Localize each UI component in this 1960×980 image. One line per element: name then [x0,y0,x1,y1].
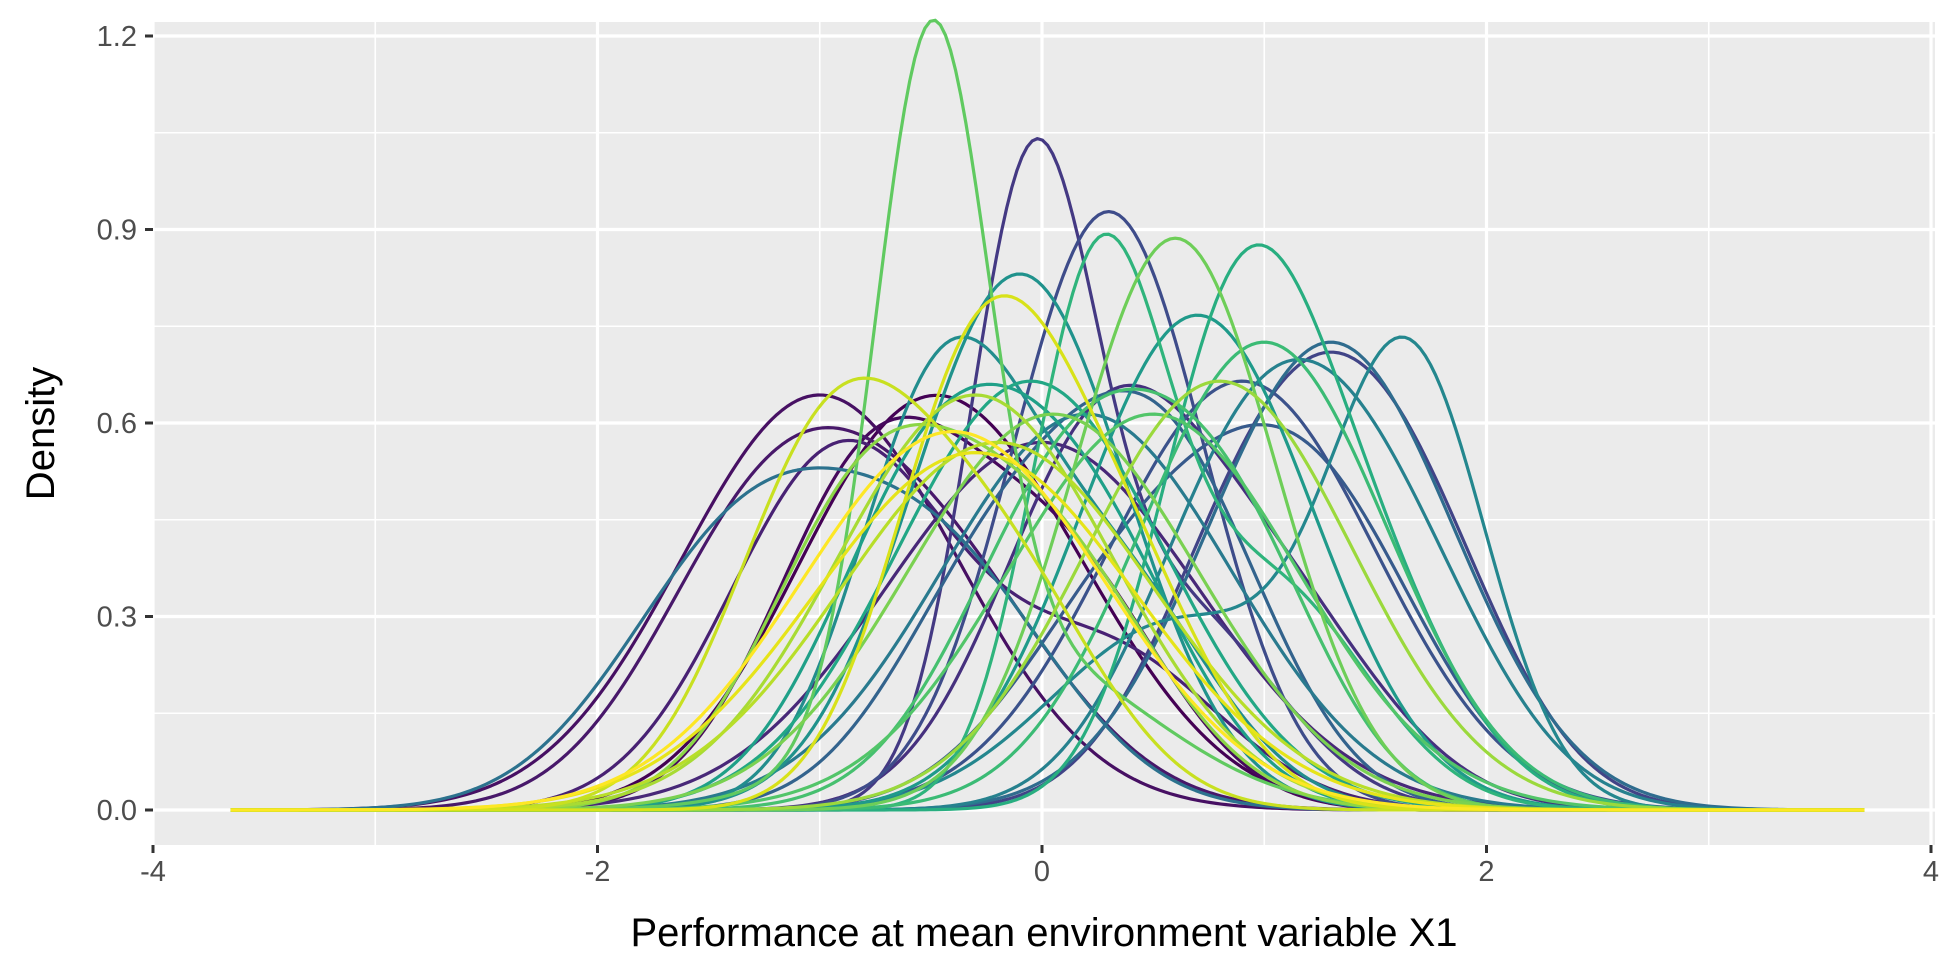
y-tick-label: 1.2 [97,21,137,53]
x-axis-tick-labels: -4 -2 0 2 4 [140,856,1939,888]
x-tick-label: -2 [585,856,611,888]
x-axis-title: Performance at mean environment variable… [630,911,1457,955]
y-tick-label: 0.3 [97,602,137,634]
y-tick-label: 0.6 [97,408,137,440]
y-axis-tick-labels: 0.0 0.3 0.6 0.9 1.2 [97,21,137,827]
x-tick-label: 0 [1034,856,1050,888]
y-axis-title: Density [19,367,63,500]
x-tick-label: 4 [1923,856,1939,888]
plot-panel [153,22,1935,845]
density-curves [230,18,1865,812]
axis-ticks [145,34,1933,853]
density-curve-39 [230,430,1865,812]
y-tick-label: 0.9 [97,215,137,247]
x-tick-label: -4 [140,856,166,888]
y-tick-label: 0.0 [97,795,137,827]
x-tick-label: 2 [1478,856,1494,888]
